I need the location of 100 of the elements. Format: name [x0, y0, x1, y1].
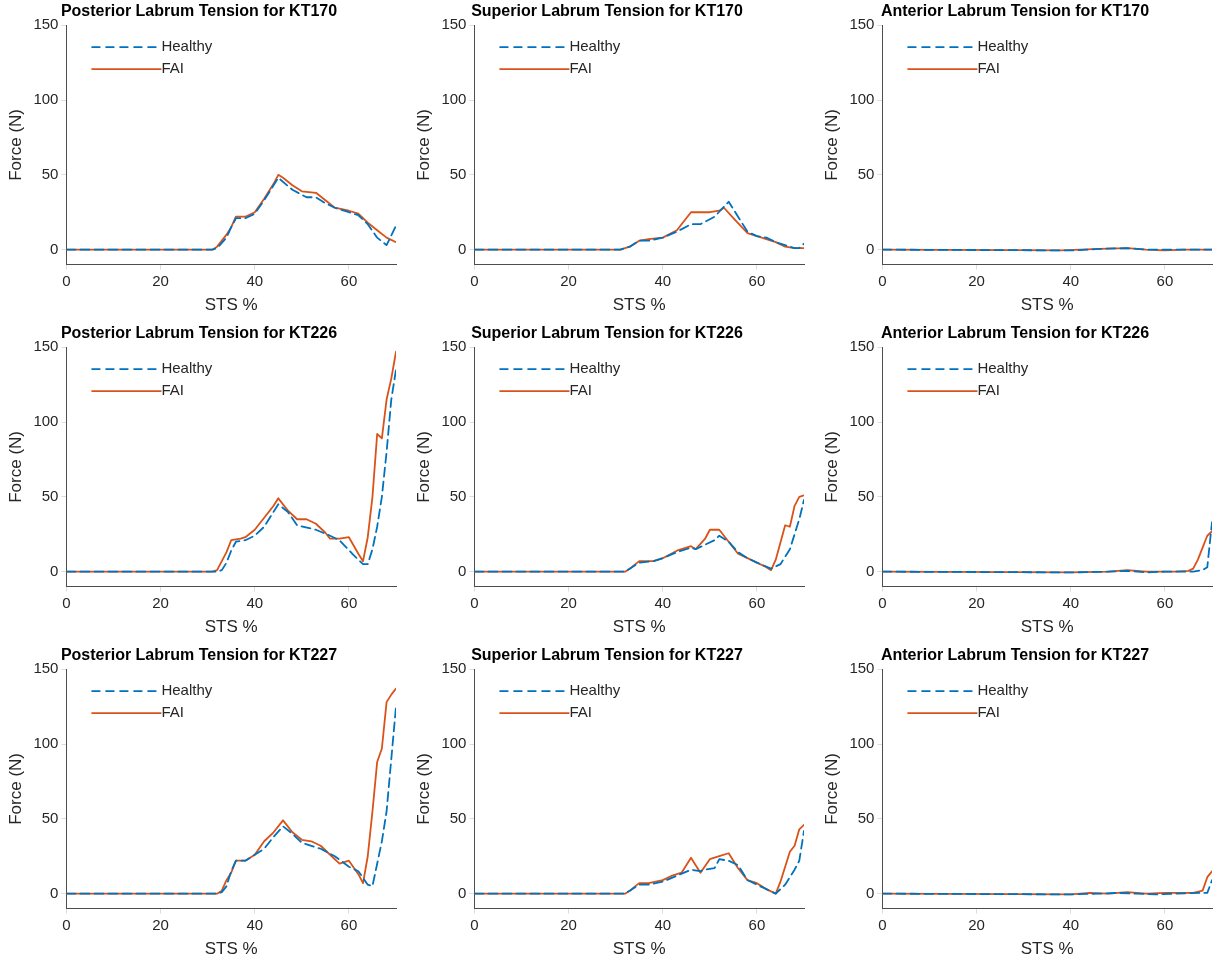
x-tick-label: 40 — [246, 593, 264, 611]
x-tick-label: 20 — [968, 271, 985, 289]
y-axis-title: Force (N) — [821, 431, 841, 503]
legend-label: FAI — [977, 703, 1000, 721]
y-axis-title: Force (N) — [413, 753, 433, 825]
y-tick-label: 100 — [849, 90, 875, 108]
y-tick-label: 100 — [441, 90, 467, 108]
legend-label: FAI — [977, 59, 1000, 77]
chart-title: Anterior Labrum Tension for KT170 — [880, 2, 1150, 20]
x-tick-label: 40 — [1062, 915, 1080, 933]
x-axis-title: STS % — [1020, 617, 1074, 637]
legend-label: Healthy — [977, 681, 1029, 699]
x-axis-title: STS % — [612, 939, 666, 959]
x-tick-label: 60 — [748, 271, 766, 289]
chart-title: Posterior Labrum Tension for KT170 — [60, 2, 338, 20]
legend-label: FAI — [569, 59, 592, 77]
y-tick-label: 0 — [50, 561, 59, 579]
y-tick-label: 0 — [50, 239, 59, 257]
y-tick-label: 0 — [458, 239, 467, 257]
legend-label: Healthy — [161, 359, 213, 377]
y-tick-label: 100 — [441, 412, 467, 430]
x-tick-label: 20 — [968, 593, 985, 611]
chart-title: Posterior Labrum Tension for KT226 — [60, 324, 338, 342]
x-tick-label: 20 — [152, 915, 169, 933]
line-series — [882, 521, 1212, 574]
y-axis-title: Force (N) — [821, 753, 841, 825]
legend-label: Healthy — [161, 37, 213, 55]
x-tick-label: 40 — [1062, 271, 1080, 289]
x-tick-label: 40 — [654, 915, 672, 933]
x-tick-label: 60 — [1156, 271, 1174, 289]
y-tick-label: 0 — [458, 883, 467, 901]
y-tick-label: 0 — [866, 239, 875, 257]
chart-title: Anterior Labrum Tension for KT226 — [880, 324, 1150, 342]
y-axis-title: Force (N) — [5, 431, 25, 503]
legend-label: FAI — [161, 59, 184, 77]
y-axis-title: Force (N) — [821, 109, 841, 181]
y-tick-label: 150 — [33, 659, 59, 677]
x-tick-label: 40 — [654, 271, 672, 289]
y-tick-label: 0 — [866, 883, 875, 901]
y-tick-label: 50 — [449, 486, 467, 504]
chart-title: Posterior Labrum Tension for KT227 — [60, 646, 338, 664]
x-tick-label: 40 — [1062, 593, 1080, 611]
chart-title: Superior Labrum Tension for KT226 — [471, 324, 743, 342]
x-axis-title: STS % — [204, 939, 258, 959]
x-tick-label: 60 — [748, 593, 766, 611]
y-tick-label: 50 — [449, 164, 467, 182]
legend-label: FAI — [977, 381, 1000, 399]
x-axis-title: STS % — [612, 295, 666, 315]
legend-label: Healthy — [977, 359, 1029, 377]
y-tick-label: 0 — [458, 561, 467, 579]
y-tick-label: 50 — [41, 164, 59, 182]
chart-title: Superior Labrum Tension for KT170 — [471, 2, 743, 20]
y-tick-label: 150 — [849, 337, 875, 355]
x-tick-label: 0 — [878, 915, 887, 933]
x-tick-label: 20 — [152, 593, 169, 611]
y-axis-title: Force (N) — [5, 109, 25, 181]
x-tick-label: 40 — [246, 271, 264, 289]
x-tick-label: 60 — [340, 593, 358, 611]
x-tick-label: 60 — [748, 915, 766, 933]
y-tick-label: 150 — [441, 337, 467, 355]
x-tick-label: 40 — [246, 915, 264, 933]
x-tick-label: 60 — [340, 271, 358, 289]
y-tick-label: 150 — [33, 337, 59, 355]
x-tick-label: 60 — [340, 915, 358, 933]
chart-title: Anterior Labrum Tension for KT227 — [880, 646, 1150, 664]
y-tick-label: 150 — [441, 659, 467, 677]
x-tick-label: 20 — [968, 915, 985, 933]
legend-label: Healthy — [569, 37, 621, 55]
y-tick-label: 50 — [449, 808, 467, 826]
y-tick-label: 150 — [849, 659, 875, 677]
legend-label: Healthy — [569, 359, 621, 377]
x-tick-label: 0 — [62, 915, 71, 933]
y-tick-label: 100 — [441, 734, 467, 752]
x-tick-label: 0 — [878, 593, 887, 611]
x-axis-title: STS % — [612, 617, 666, 637]
legend-label: FAI — [569, 381, 592, 399]
x-tick-label: 0 — [470, 915, 479, 933]
y-tick-label: 100 — [849, 412, 875, 430]
x-tick-label: 0 — [62, 271, 71, 289]
y-axis-title: Force (N) — [413, 109, 433, 181]
x-tick-label: 0 — [62, 593, 71, 611]
y-tick-label: 150 — [33, 15, 59, 33]
line-series — [882, 879, 1212, 896]
x-axis-title: STS % — [1020, 295, 1074, 315]
x-tick-label: 20 — [152, 271, 169, 289]
x-tick-label: 0 — [470, 271, 479, 289]
legend-label: FAI — [161, 703, 184, 721]
y-tick-label: 100 — [33, 412, 59, 430]
x-axis-title: STS % — [1020, 939, 1074, 959]
x-tick-label: 60 — [1156, 915, 1174, 933]
y-tick-label: 50 — [857, 164, 875, 182]
x-tick-label: 60 — [1156, 593, 1174, 611]
y-tick-label: 100 — [849, 734, 875, 752]
y-tick-label: 150 — [441, 15, 467, 33]
chart-title: Superior Labrum Tension for KT227 — [471, 646, 743, 664]
y-tick-label: 50 — [41, 486, 59, 504]
y-tick-label: 50 — [41, 808, 59, 826]
legend-label: Healthy — [569, 681, 621, 699]
x-axis-title: STS % — [204, 617, 258, 637]
x-tick-label: 40 — [654, 593, 672, 611]
